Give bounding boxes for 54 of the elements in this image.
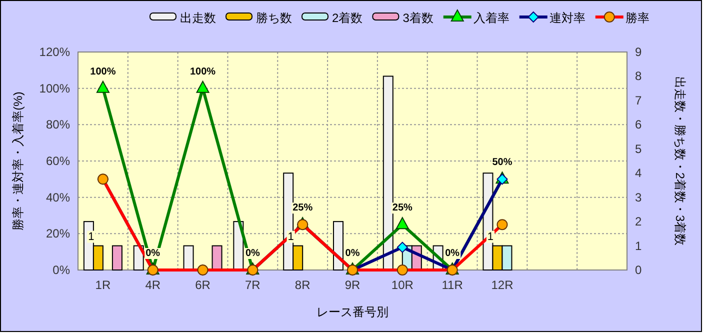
data-label: 50% — [492, 157, 512, 168]
bar — [112, 245, 122, 270]
y2-tick-label: 7 — [635, 93, 642, 108]
y2-tick-label: 0 — [635, 263, 642, 277]
legend-label: 入着率 — [473, 11, 510, 25]
y-tick-label: 100% — [39, 81, 70, 96]
data-label: 0% — [245, 248, 260, 259]
bar — [382, 76, 394, 270]
data-label: 1 — [288, 230, 294, 243]
bar — [333, 221, 344, 270]
bar — [212, 245, 222, 270]
y2-tick-label: 9 — [635, 45, 642, 59]
data-label: 25% — [392, 202, 413, 214]
data-label: 0% — [445, 248, 460, 259]
x-tick-label: 12R — [491, 278, 514, 292]
y-tick-label: 80% — [46, 118, 70, 132]
legend-label: 勝率 — [625, 11, 650, 25]
bar — [183, 245, 194, 270]
y-tick-label: 20% — [46, 226, 70, 241]
y-tick-label: 0% — [52, 263, 70, 277]
data-label: 1 — [487, 230, 494, 243]
x-axis-title: レース番号別 — [316, 305, 388, 319]
legend-label: 連対率 — [549, 11, 586, 25]
legend-label: 勝ち数 — [256, 11, 292, 25]
data-label: 25% — [292, 202, 313, 214]
point — [396, 242, 408, 253]
data-label: 100% — [90, 66, 116, 78]
y2-tick-label: 2 — [635, 214, 642, 229]
y-tick-label: 120% — [39, 45, 70, 59]
data-label: 0% — [146, 248, 160, 259]
legend-label: 2着数 — [332, 11, 363, 25]
x-tick-label: 1R — [95, 278, 111, 292]
data-label: 0% — [345, 248, 360, 259]
y-tick-label: 40% — [46, 190, 70, 204]
data-label: 1 — [88, 230, 94, 243]
y2-axis-title: 出走数・勝ち数・2着数・3着数 — [673, 76, 687, 246]
y2-tick-label: 6 — [635, 118, 642, 132]
y2-tick-label: 4 — [635, 166, 642, 180]
y2-tick-label: 1 — [635, 238, 642, 253]
legend-label: 出走数 — [180, 11, 216, 25]
x-tick-label: 9R — [344, 278, 360, 292]
x-tick-label: 7R — [245, 278, 261, 292]
y-axis-title: 勝率・連対率・入着率(%) — [11, 92, 25, 230]
x-tick-label: 8R — [294, 278, 311, 292]
x-tick-label: 10R — [391, 278, 414, 292]
x-tick-label: 11R — [442, 278, 464, 292]
x-tick-label: 6R — [195, 278, 211, 292]
y2-tick-label: 5 — [635, 142, 642, 156]
y2-tick-label: 8 — [635, 69, 642, 84]
y-tick-label: 60% — [46, 154, 70, 168]
y2-tick-label: 3 — [635, 190, 642, 204]
data-label: 100% — [190, 66, 216, 78]
x-tick-label: 4R — [145, 278, 161, 292]
legend-label: 3着数 — [402, 11, 434, 25]
